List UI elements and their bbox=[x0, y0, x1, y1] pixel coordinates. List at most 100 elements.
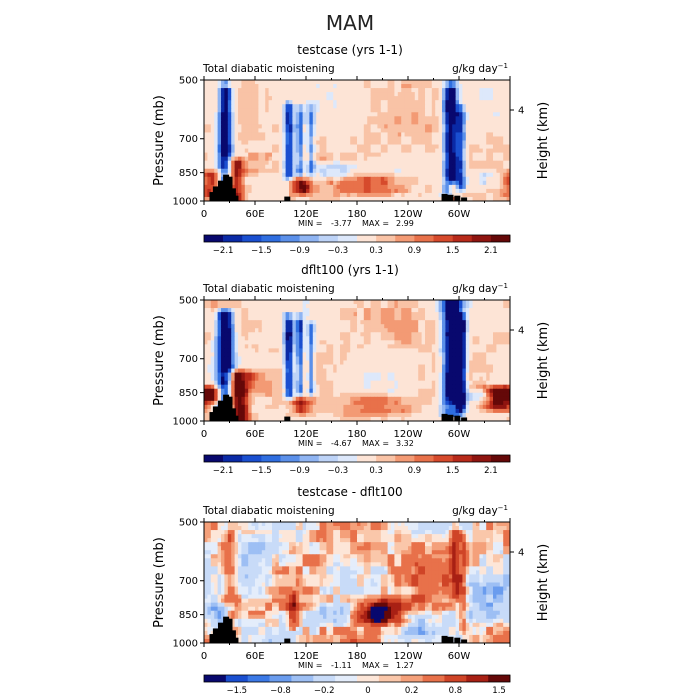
heatmap-cell bbox=[316, 108, 320, 113]
heatmap-cell bbox=[343, 320, 348, 325]
heatmap-cell bbox=[231, 104, 235, 109]
heatmap-cell bbox=[272, 372, 276, 378]
heatmap-cell bbox=[319, 112, 324, 117]
heatmap-cell bbox=[309, 344, 314, 349]
heatmap-cell bbox=[326, 128, 331, 133]
heatmap-cell bbox=[312, 196, 317, 202]
heatmap-cell bbox=[414, 384, 419, 390]
heatmap-cell bbox=[323, 188, 327, 194]
heatmap-cell bbox=[367, 304, 371, 309]
heatmap-cell bbox=[421, 164, 426, 170]
heatmap-cell bbox=[299, 140, 303, 145]
heatmap-cell bbox=[397, 192, 402, 198]
heatmap-cell bbox=[251, 156, 256, 162]
heatmap-cell bbox=[278, 320, 283, 325]
heatmap-cell bbox=[438, 360, 443, 365]
heatmap-cell bbox=[241, 144, 246, 149]
heatmap-cell bbox=[404, 152, 409, 158]
heatmap-cell bbox=[482, 324, 487, 329]
heatmap-cell bbox=[285, 156, 290, 162]
heatmap-cell bbox=[425, 312, 429, 317]
heatmap-cell bbox=[238, 84, 242, 89]
heatmap-cell bbox=[224, 124, 229, 129]
heatmap-cell bbox=[340, 192, 344, 198]
heatmap-cell bbox=[428, 368, 433, 373]
heatmap-cell bbox=[336, 132, 341, 137]
heatmap-cell bbox=[285, 112, 290, 117]
heatmap-cell bbox=[261, 100, 266, 105]
heatmap-cell bbox=[503, 372, 507, 378]
heatmap-cell bbox=[411, 356, 416, 361]
heatmap-cell bbox=[241, 112, 246, 117]
heatmap-cell bbox=[353, 316, 358, 321]
heatmap-cell bbox=[493, 196, 497, 202]
heatmap-cell bbox=[489, 136, 494, 141]
heatmap-cell bbox=[268, 188, 273, 194]
heatmap-cell bbox=[367, 348, 371, 353]
heatmap-cell bbox=[486, 160, 490, 166]
heatmap-cell bbox=[431, 392, 436, 398]
heatmap-cell bbox=[295, 380, 300, 386]
heatmap-cell bbox=[299, 184, 303, 190]
heatmap-cell bbox=[442, 316, 446, 321]
heatmap-cell bbox=[333, 180, 337, 186]
heatmap-cell bbox=[462, 144, 467, 149]
heatmap-cell bbox=[234, 88, 239, 93]
heatmap-cell bbox=[418, 152, 422, 158]
heatmap-cell bbox=[248, 132, 252, 137]
heatmap-cell bbox=[272, 180, 276, 186]
heatmap-cell bbox=[238, 352, 242, 357]
heatmap-cell bbox=[343, 156, 348, 162]
heatmap-cell bbox=[404, 104, 409, 109]
heatmap-cell bbox=[227, 100, 232, 105]
heatmap-cell bbox=[278, 124, 283, 129]
heatmap-cell bbox=[231, 92, 235, 97]
heatmap-cell bbox=[486, 112, 490, 117]
heatmap-cell bbox=[445, 100, 450, 105]
heatmap-cell bbox=[265, 320, 269, 325]
heatmap-cell bbox=[316, 344, 320, 349]
heatmap-cell bbox=[482, 112, 487, 117]
heatmap-cell bbox=[401, 328, 405, 333]
heatmap-cell bbox=[323, 308, 327, 313]
heatmap-cell bbox=[476, 332, 480, 337]
heatmap-cell bbox=[418, 180, 422, 186]
heatmap-cell bbox=[268, 168, 273, 174]
heatmap-cell bbox=[309, 172, 314, 178]
heatmap-cell bbox=[404, 328, 409, 333]
heatmap-cell bbox=[387, 392, 392, 398]
heatmap-cell bbox=[316, 128, 320, 133]
heatmap-cell bbox=[374, 376, 378, 382]
heatmap-cell bbox=[312, 380, 317, 386]
heatmap-cell bbox=[261, 124, 266, 129]
heatmap-cell bbox=[459, 356, 463, 361]
heatmap-cell bbox=[370, 144, 375, 149]
heatmap-cell bbox=[384, 152, 388, 158]
heatmap-cell bbox=[248, 184, 252, 190]
heatmap-cell bbox=[258, 344, 263, 349]
heatmap-cell bbox=[272, 388, 276, 394]
heatmap-cell bbox=[292, 116, 297, 121]
heatmap-cell bbox=[224, 160, 229, 166]
heatmap-cell bbox=[506, 356, 511, 361]
heatmap-cell bbox=[499, 148, 504, 153]
heatmap-cell bbox=[275, 388, 280, 394]
heatmap-cell bbox=[384, 116, 388, 121]
heatmap-cell bbox=[459, 164, 463, 170]
heatmap-cell bbox=[479, 112, 484, 117]
heatmap-cell bbox=[401, 192, 405, 198]
heatmap-cell bbox=[251, 172, 256, 178]
heatmap-cell bbox=[448, 368, 453, 373]
heatmap-cell bbox=[414, 96, 419, 101]
heatmap-cell bbox=[384, 148, 388, 153]
heatmap-cell bbox=[391, 100, 395, 105]
heatmap-cell bbox=[363, 384, 368, 390]
heatmap-cell bbox=[445, 92, 450, 97]
heatmap-cell bbox=[401, 164, 405, 170]
heatmap-cell bbox=[442, 100, 446, 105]
heatmap-cell bbox=[336, 320, 341, 325]
heatmap-cell bbox=[275, 124, 280, 129]
heatmap-cell bbox=[289, 136, 293, 141]
heatmap-cell bbox=[282, 176, 286, 182]
heatmap-cell bbox=[448, 372, 453, 378]
